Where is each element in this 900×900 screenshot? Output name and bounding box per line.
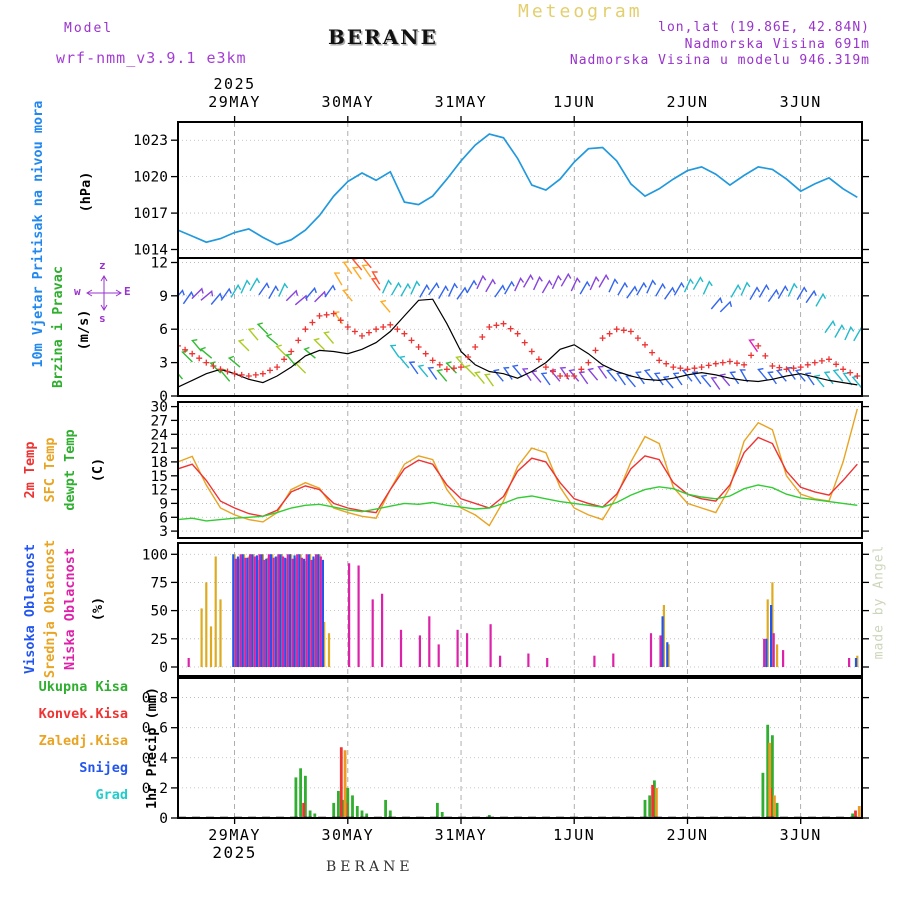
svg-text:3JUN: 3JUN [780,826,822,844]
svg-text:12: 12 [151,256,168,272]
svg-text:0.6: 0.6 [142,721,168,737]
pressure-axis-unit: (hPa) [78,171,94,213]
svg-text:30MAY: 30MAY [321,826,374,844]
svg-text:2025: 2025 [214,75,256,93]
temp-axis-unit: (C) [90,457,106,483]
page-title-meteogram: Meteogram [518,1,643,22]
pressure-axis-label: Pritisak na nivou mora [30,100,46,280]
station-title: BERANE [328,25,438,49]
cloud-high-label: Visoka Oblacnost [22,543,38,675]
svg-text:25: 25 [151,632,168,648]
temp-2m-label: 2m Temp [22,441,38,499]
svg-text:27: 27 [151,413,168,429]
svg-text:2JUN: 2JUN [666,826,708,844]
svg-text:6: 6 [159,510,168,526]
precip-total-label: Ukupna Kisa [38,679,128,695]
svg-text:75: 75 [151,575,168,591]
svg-text:30MAY: 30MAY [321,93,374,111]
cloud-low-label: Niska Oblacnost [62,548,78,670]
temp-sfc-label: SFC Temp [42,437,58,503]
svg-text:1014: 1014 [133,243,168,259]
model-value: wrf-nmm_v3.9.1 e3km [56,49,247,67]
svg-text:29MAY: 29MAY [208,826,261,844]
precip-hail-label: Grad [95,787,128,803]
svg-text:0: 0 [159,389,168,405]
svg-text:9: 9 [159,496,168,512]
model-label: Model [64,21,114,36]
wind-axis-unit: (m/s) [76,309,92,351]
svg-text:12: 12 [151,483,168,499]
svg-text:3: 3 [159,356,168,372]
precip-axis-unit: 1hr Precip (mm) [144,687,160,809]
wind-axis-label-2: Brzina i Pravac [50,266,66,388]
svg-text:0.2: 0.2 [142,781,168,797]
svg-text:31MAY: 31MAY [435,826,488,844]
footer-station: BERANE [326,859,414,875]
svg-text:1JUN: 1JUN [553,93,595,111]
temp-dewpt-label: dewpt Temp [62,429,78,511]
svg-text:2JUN: 2JUN [666,93,708,111]
svg-text:3: 3 [159,524,168,540]
svg-text:18: 18 [151,455,168,471]
cloud-axis-unit: (%) [90,596,106,622]
svg-text:100: 100 [142,547,168,563]
precip-snow-label: Snijeg [79,760,128,776]
wind-compass-east: E [124,285,131,298]
station-lonlat: lon,lat (19.86E, 42.84N) [658,20,870,35]
svg-text:1JUN: 1JUN [553,826,595,844]
station-elevation: Nadmorska Visina 691m [684,37,870,52]
svg-text:0: 0 [159,660,168,676]
svg-text:9: 9 [159,289,168,305]
svg-text:2025: 2025 [212,843,257,862]
precip-frozen-label: Zaledj.Kisa [38,733,128,749]
svg-text:50: 50 [151,604,168,620]
model-elevation: Nadmorska Visina u modelu 946.319m [569,53,870,68]
wind-compass-north: z [99,259,106,272]
svg-text:0.4: 0.4 [142,751,168,767]
svg-text:24: 24 [151,427,169,443]
svg-text:30: 30 [151,400,168,416]
svg-text:1023: 1023 [133,133,168,149]
precip-convective-label: Konvek.Kisa [38,706,128,722]
wind-compass-south: s [99,312,106,325]
svg-text:21: 21 [151,441,168,457]
wind-axis-label-1: 10m Vjetar [30,286,46,368]
cloud-mid-label: Srednja Oblacnost [42,539,58,679]
svg-text:0.8: 0.8 [142,691,168,707]
wind-compass-west: w [74,285,81,298]
svg-text:0: 0 [159,811,168,827]
svg-text:3JUN: 3JUN [780,93,822,111]
watermark: made by Angel [871,544,887,660]
svg-text:1017: 1017 [133,206,168,222]
svg-text:1020: 1020 [133,170,168,186]
svg-text:29MAY: 29MAY [208,93,261,111]
svg-text:15: 15 [151,469,168,485]
svg-text:6: 6 [159,322,168,338]
svg-text:31MAY: 31MAY [435,93,488,111]
